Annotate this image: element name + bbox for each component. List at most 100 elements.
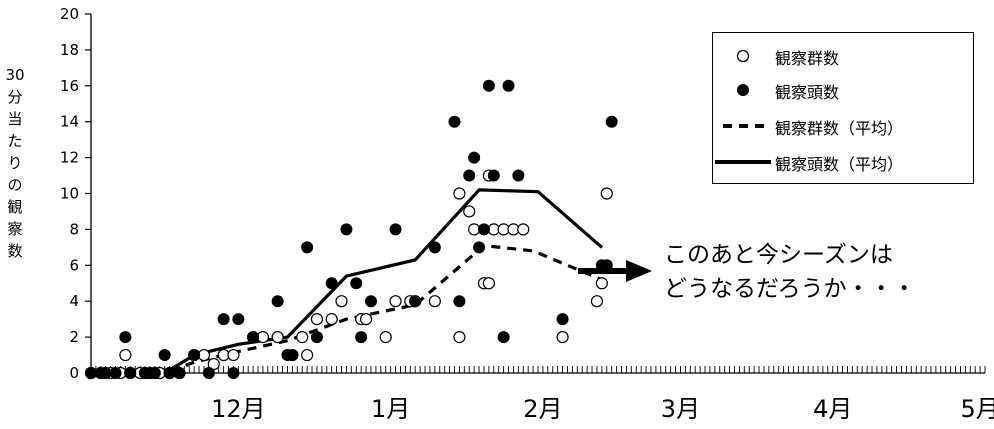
group-count-point — [207, 357, 220, 371]
legend-label: 観察群数 — [775, 49, 840, 68]
y-axis-label-char: り — [7, 154, 23, 172]
group-count-point — [517, 223, 530, 236]
group-count-point — [428, 295, 441, 308]
group-count-point — [389, 295, 402, 308]
group-count-point — [359, 313, 373, 326]
y-axis-label-char: た — [7, 132, 23, 150]
head-count-point — [428, 241, 441, 254]
group-count-point — [335, 295, 348, 308]
head-count-point — [364, 295, 377, 308]
head-count-point — [556, 313, 569, 326]
y-tick-label: 14 — [60, 113, 79, 131]
head-count-point — [163, 367, 176, 379]
head-count-point — [119, 331, 132, 344]
group-count-point — [453, 331, 466, 344]
head-count-point — [271, 295, 284, 308]
head-count-point — [148, 367, 161, 379]
y-tick-label: 12 — [60, 149, 79, 167]
x-month-label: 1月 — [371, 395, 410, 423]
y-tick-label: 18 — [60, 41, 79, 59]
head-count-point — [247, 331, 260, 344]
head-count-average-line — [91, 188, 603, 375]
head-count-point — [173, 367, 186, 379]
group-count-point — [463, 205, 476, 218]
annotation-text: このあと今シーズンは どうなるだろうか・・・ — [664, 238, 916, 306]
group-count-point — [296, 331, 309, 344]
legend-item-head-count: 観察頭数 — [713, 73, 973, 107]
legend-label: 観察群数（平均） — [775, 119, 904, 138]
head-count-point — [463, 169, 476, 182]
head-count-point — [350, 277, 363, 290]
x-month-label: 5月 — [960, 395, 994, 423]
head-count-point — [325, 277, 338, 290]
group-count-point — [453, 187, 466, 200]
head-count-point — [158, 349, 171, 362]
x-month-label: 3月 — [661, 395, 700, 423]
x-month-label: 2月 — [523, 395, 562, 423]
group-count-point — [310, 313, 324, 326]
head-count-point — [109, 367, 122, 379]
group-count-point — [595, 277, 608, 290]
head-count-point — [512, 169, 525, 182]
head-count-point — [473, 241, 486, 254]
axes: 0 2 4 6 8 10 12 14 16 18 20 12月 1月 2月 3月 4月 5月 — [60, 5, 994, 423]
y-axis-label-char: 分 — [7, 88, 23, 106]
y-tick-label: 8 — [69, 220, 79, 238]
y-axis-label: 30 分当たりの観察数 — [2, 64, 28, 262]
x-month-label: 4月 — [813, 395, 852, 423]
head-count-point — [99, 367, 112, 379]
head-count-point — [477, 223, 490, 236]
solid-line-icon — [715, 160, 771, 164]
legend-item-head-count-avg: 観察頭数（平均） — [713, 145, 973, 179]
head-count-point — [85, 367, 97, 379]
y-tick-label: 4 — [69, 292, 79, 310]
annotation-arrow — [578, 260, 652, 282]
head-count-point — [124, 367, 137, 379]
head-count-point — [232, 313, 245, 326]
group-count-point — [590, 295, 604, 308]
annotation-line-2: どうなるだろうか・・・ — [664, 276, 916, 302]
legend-label: 観察頭数 — [775, 83, 840, 102]
data-points — [84, 79, 618, 380]
group-count-point — [227, 348, 240, 362]
group-count-average-line — [91, 244, 603, 375]
group-count-point — [301, 348, 314, 362]
head-count-point — [487, 169, 500, 182]
group-count-point — [482, 277, 495, 290]
head-count-point — [502, 79, 515, 92]
head-count-point — [482, 79, 495, 92]
group-count-point — [325, 313, 338, 326]
y-tick-label: 6 — [69, 256, 79, 274]
legend-item-group-count-avg: 観察群数（平均） — [713, 109, 973, 143]
y-axis-label-char: 観 — [7, 198, 23, 216]
average-lines — [91, 188, 603, 375]
y-tick-label: 0 — [69, 364, 79, 382]
y-tick-label: 20 — [60, 5, 79, 23]
head-count-point — [389, 223, 402, 236]
head-count-point — [468, 151, 481, 164]
annotation-line-1: このあと今シーズンは — [664, 242, 893, 268]
head-count-point — [409, 295, 422, 308]
legend-label: 観察頭数（平均） — [775, 155, 904, 174]
head-count-point — [227, 367, 240, 379]
group-count-point — [600, 187, 613, 200]
legend-item-group-count: 観察群数 — [713, 39, 973, 73]
y-tick-label: 10 — [60, 185, 79, 203]
y-axis-label-char: 数 — [7, 242, 23, 260]
head-count-point — [217, 313, 230, 326]
y-axis-label-char: 当 — [7, 110, 23, 128]
head-count-point — [310, 331, 323, 344]
y-tick-label: 2 — [69, 328, 79, 346]
group-count-point — [379, 331, 392, 344]
head-count-point — [188, 349, 201, 362]
y-tick-label: 16 — [60, 77, 79, 95]
head-count-point — [355, 331, 368, 344]
head-count-point — [497, 331, 510, 344]
head-count-point — [340, 223, 353, 236]
x-month-label: 12月 — [211, 395, 266, 423]
head-count-point — [301, 241, 314, 254]
legend: 観察群数 観察頭数 観察群数（平均） 観察頭数（平均） — [712, 32, 974, 184]
head-count-point — [202, 367, 215, 379]
